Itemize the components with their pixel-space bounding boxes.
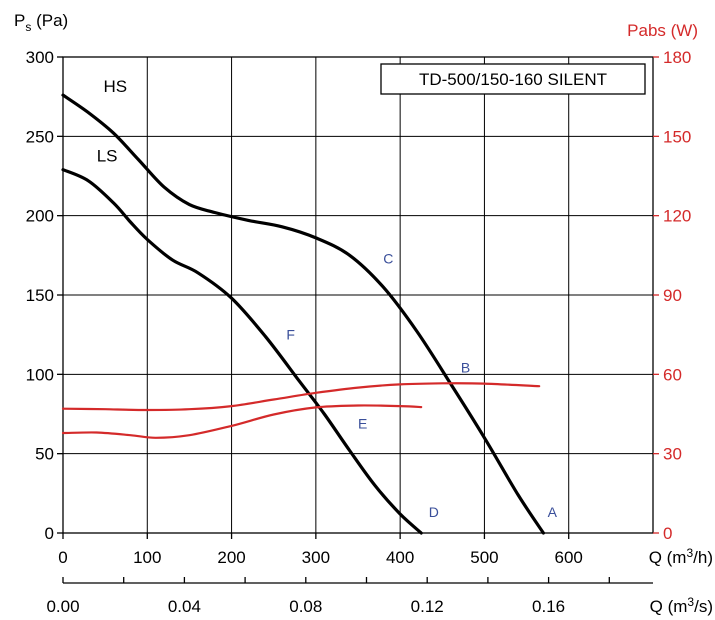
left-tick-label: 200 — [26, 207, 54, 226]
x-axis-title-primary: Q (m3/h) — [649, 546, 713, 567]
bottom-tick-label: 200 — [217, 548, 245, 567]
left-tick-label: 300 — [26, 48, 54, 67]
point-label-a: A — [548, 504, 558, 520]
right-tick-label: 60 — [663, 365, 682, 384]
bottom-tick-label: 600 — [555, 548, 583, 567]
bottom-axis: 0 100 200 300 400 500 600 — [58, 533, 583, 567]
x-axis-title-secondary: Q (m3/s) — [650, 595, 713, 616]
left-tick-label: 50 — [35, 445, 54, 464]
bottom-tick-label: 300 — [302, 548, 330, 567]
right-tick-label: 30 — [663, 445, 682, 464]
secondary-bottom-axis: 0.00 0.04 0.08 0.12 0.16 — [46, 577, 653, 616]
series-line-hs — [61, 93, 545, 535]
annotation-layer: HS LS A B C D E F — [97, 77, 558, 520]
secondary-tick-label: 0.12 — [411, 597, 444, 616]
bottom-tick-label: 400 — [386, 548, 414, 567]
curve-label-ls: LS — [97, 147, 118, 166]
series-line-hs-power — [61, 382, 541, 412]
right-tick-label: 150 — [663, 127, 691, 146]
bottom-tick-label: 100 — [133, 548, 161, 567]
series-line-ls-power — [61, 404, 423, 439]
chart-title: TD-500/150-160 SILENT — [419, 70, 607, 89]
right-axis-title: Pabs (W) — [627, 21, 698, 40]
model-legend-box — [380, 63, 646, 95]
left-tick-label: 250 — [26, 127, 54, 146]
left-axis-title: Ps (Pa) — [14, 11, 68, 34]
left-tick-label: 150 — [26, 286, 54, 305]
point-label-e: E — [358, 415, 367, 431]
right-axis: 0 30 60 90 120 150 180 — [653, 48, 691, 543]
point-label-b: B — [461, 360, 470, 376]
point-label-f: F — [286, 326, 295, 342]
left-tick-label: 100 — [26, 365, 54, 384]
left-tick-label: 0 — [45, 524, 54, 543]
bottom-tick-label: 500 — [470, 548, 498, 567]
right-tick-label: 90 — [663, 286, 682, 305]
right-tick-label: 120 — [663, 207, 691, 226]
bottom-tick-label: 0 — [58, 548, 67, 567]
series-layer — [61, 93, 545, 535]
right-tick-label: 180 — [663, 48, 691, 67]
left-axis: 0 50 100 150 200 250 300 — [26, 48, 63, 543]
series-line-ls — [61, 168, 423, 535]
point-label-c: C — [383, 250, 393, 266]
secondary-tick-label: 0.08 — [289, 597, 322, 616]
right-tick-label: 0 — [663, 524, 672, 543]
curve-label-hs: HS — [103, 77, 127, 96]
secondary-tick-label: 0.00 — [46, 597, 79, 616]
point-label-d: D — [429, 504, 439, 520]
secondary-tick-label: 0.16 — [532, 597, 565, 616]
secondary-tick-label: 0.04 — [168, 597, 201, 616]
grid — [63, 57, 653, 533]
